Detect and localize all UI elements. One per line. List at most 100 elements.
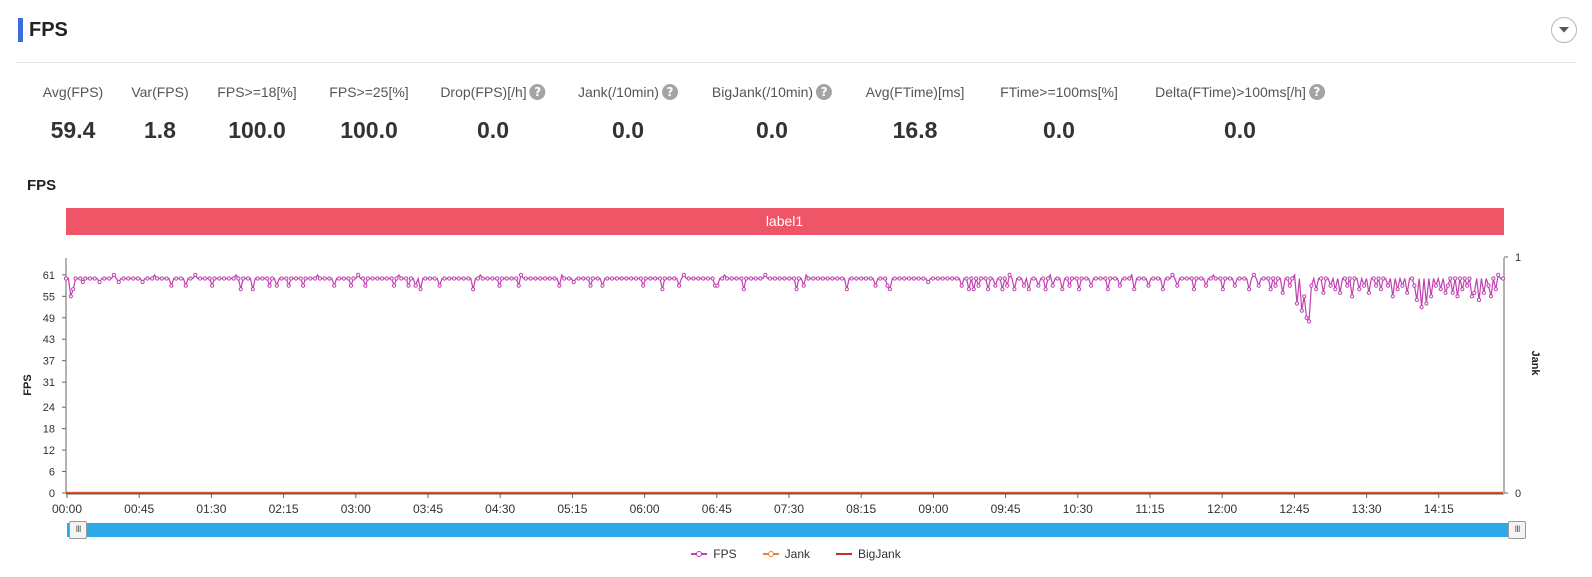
fps-point [1424,301,1429,306]
collapse-button[interactable] [1551,17,1577,43]
metric-value: 100.0 [228,117,286,143]
fps-point [178,276,184,281]
x-tick-label: 14:15 [1424,502,1454,515]
fps-point [1275,276,1281,281]
fps-point [274,283,279,288]
fps-point [1194,276,1199,281]
fps-point [1362,283,1367,288]
fps-point [73,276,78,281]
fps-point [863,276,869,281]
range-slider-track[interactable] [67,523,1526,537]
x-tick-label: 00:00 [52,502,82,515]
label-band-text: label1 [766,213,804,229]
fps-point [1151,276,1156,281]
fps-point [557,283,562,288]
fps-point [495,276,500,281]
fps-point [356,272,361,278]
metric-9: Delta(FTime)>100ms[/h]? 0.0 [1155,80,1325,143]
fps-point [107,276,112,281]
fps-point [432,276,437,281]
fps-point [456,276,461,281]
metric-label: FPS>=25[%] [329,80,408,104]
fps-point [1419,305,1424,310]
range-slider-left-handle[interactable]: III [69,521,87,539]
metric-label: Var(FPS) [131,80,188,104]
fps-point [729,276,734,281]
fps-point [552,276,557,281]
help-icon[interactable]: ? [529,84,546,100]
fps-point [348,283,354,288]
metric-label: Drop(FPS)[/h]? [440,80,546,104]
fps-point [238,287,243,292]
range-slider-right-handle[interactable]: III [1508,521,1526,539]
y-tick-label: 55 [43,291,55,303]
fps-point [1132,287,1137,292]
fps-point [710,276,715,281]
fps-point [1232,283,1237,288]
fps-point [696,276,701,281]
page-title: FPS [29,19,68,41]
fps-point [1457,276,1463,281]
legend-item-bigjank[interactable]: BigJank [836,547,901,561]
fps-point [1007,272,1012,278]
fps-point [1433,283,1439,288]
fps-point [1450,290,1455,295]
fps-point [231,276,236,281]
fps-point [825,276,830,281]
fps-point [566,276,572,281]
fps-point [1290,276,1295,281]
y-tick-label: 12 [43,445,55,457]
fps-point [1191,287,1197,292]
help-icon[interactable]: ? [661,84,678,100]
fps-point [772,276,778,281]
fps-point [1412,283,1417,288]
fps-point [461,276,466,281]
legend-item-jank[interactable]: Jank [762,547,810,561]
fps-point [408,276,413,281]
fps-point [111,272,117,278]
series-fps-line [66,273,1503,324]
fps-point [657,276,663,281]
metric-label-text: Avg(FPS) [42,84,104,100]
legend-item-fps[interactable]: FPS [691,547,737,561]
metric-value: 100.0 [340,117,398,143]
fps-point [1141,276,1146,281]
metric-2: FPS>=18[%] 100.0 [217,80,296,143]
metric-label-text: Var(FPS) [131,84,189,100]
fps-point [1227,276,1233,281]
fps-point [392,283,397,288]
fps-point [1045,276,1051,281]
fps-point [916,276,921,281]
fps-point [1012,287,1017,292]
metric-value: 0.0 [612,117,644,143]
fps-point [140,279,145,285]
fps-point [1108,276,1113,281]
fps-point [897,276,902,281]
metric-value: 0.0 [477,117,509,143]
help-icon[interactable]: ? [816,84,833,100]
metric-value: 16.8 [892,117,938,143]
fps-point [480,276,485,281]
fps-point [892,276,897,281]
fps-point [1285,276,1290,281]
fps-point [610,276,615,281]
fps-point [202,276,207,281]
fps-point [298,276,303,281]
help-icon[interactable]: ? [1308,84,1325,100]
fps-point [734,276,739,281]
fps-point [265,276,270,281]
fps-point [1237,276,1242,281]
fps-point [360,276,366,281]
fps-point [1443,290,1448,295]
metric-6: BigJank(/10min)? 0.0 [712,80,833,143]
fps-point [485,276,490,281]
fps-point [217,276,222,281]
fps-point [1321,290,1326,295]
fps-point [588,283,593,288]
fps-point [1266,276,1271,281]
fps-point [1074,276,1079,281]
fps-point [286,283,291,288]
fps-point [1381,276,1386,281]
fps-point [1218,276,1223,281]
fps-point [351,276,356,281]
